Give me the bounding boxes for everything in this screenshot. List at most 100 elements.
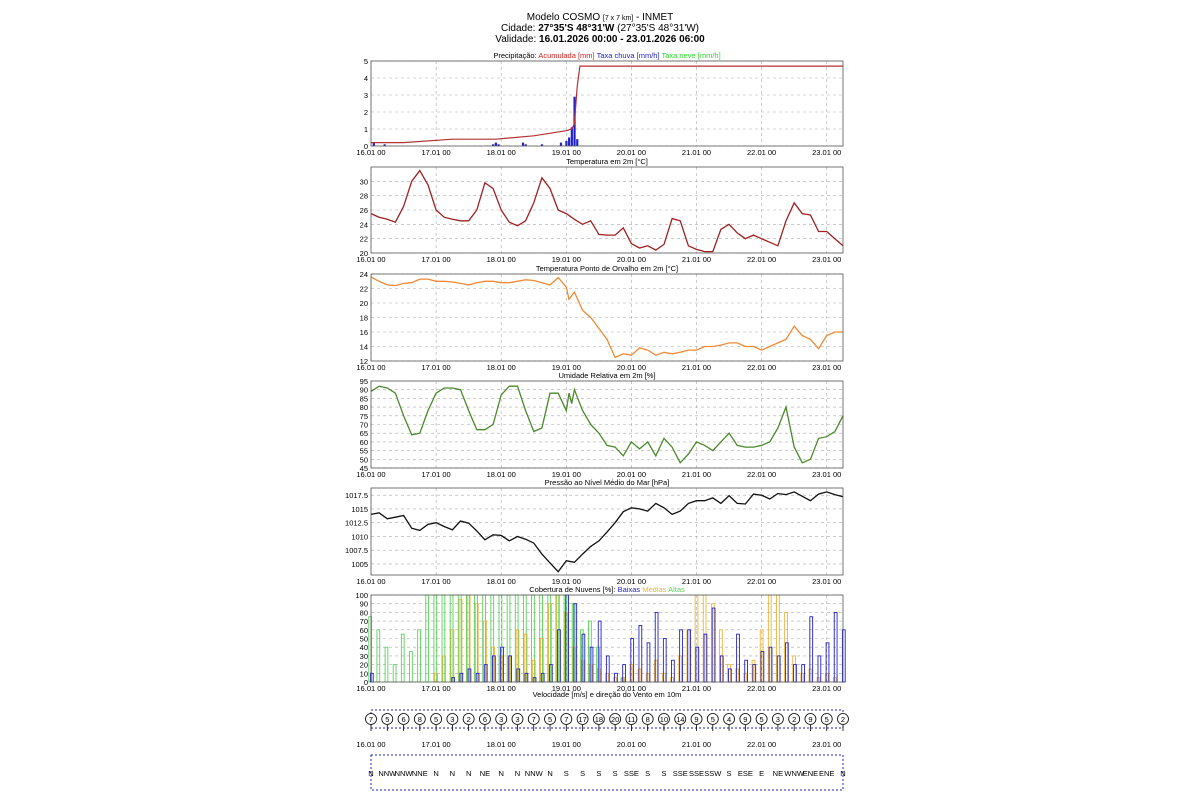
- wind-speed-circle: [641, 713, 654, 725]
- wind-speed-value: 6: [483, 715, 487, 724]
- wind-speed-value: 5: [434, 715, 438, 724]
- y-tick-label: 100: [355, 591, 368, 600]
- wind-direction: SSW: [704, 769, 722, 778]
- wind-speed-value: 3: [499, 715, 503, 724]
- rain-rate-bar: [372, 142, 375, 146]
- wind-speed-value: 7: [532, 715, 536, 724]
- wind-speed-value: 6: [401, 715, 405, 724]
- y-tick-label: 1015: [351, 505, 368, 514]
- x-tick-label: 17.01 00: [422, 255, 451, 264]
- y-tick-label: 26: [360, 206, 368, 215]
- wind-speed-circle: [804, 713, 817, 725]
- validity-range: 16.01.2026 00:00 - 23.01.2026 06:00: [539, 34, 705, 45]
- wind-direction: S: [613, 769, 618, 778]
- wind-speed-circle: [446, 713, 459, 725]
- wind-direction: S: [564, 769, 569, 778]
- x-tick-label: 18.01 00: [487, 255, 516, 264]
- wind-direction: N: [368, 769, 373, 778]
- plot-frame: [370, 380, 844, 469]
- x-tick-label: 16.01 00: [356, 470, 385, 479]
- wind-direction: ENE: [803, 769, 818, 778]
- wind-speed-value: 8: [418, 715, 422, 724]
- panel-temp: 20 22 24 26 28 30 16.01 00 17.01 00 18.01 00 19.0…: [356, 157, 844, 264]
- y-tick-label: 0: [364, 142, 368, 151]
- x-tick-label: 22.01 00: [747, 470, 776, 479]
- x-tick-label: 19.01 00: [552, 740, 581, 749]
- wind-direction: N: [498, 769, 503, 778]
- x-tick-label: 17.01 00: [422, 470, 451, 479]
- wind-speed-value: 5: [760, 715, 764, 724]
- y-tick-label: 4: [364, 74, 368, 83]
- y-tick-label: 90: [360, 386, 368, 395]
- y-tick-label: 24: [360, 270, 368, 279]
- y-tick-label: 1012.5: [345, 519, 368, 528]
- wind-direction: ESE: [738, 769, 753, 778]
- plot-frame: [370, 487, 844, 576]
- x-tick-label: 16.01 00: [356, 684, 385, 693]
- city-label: Cidade:: [500, 23, 539, 34]
- y-tick-label: 80: [360, 608, 368, 617]
- y-tick-label: 65: [360, 429, 368, 438]
- wind-speed-circle: [560, 713, 573, 725]
- y-tick-label: 14: [360, 343, 368, 352]
- wind-direction: NE: [773, 769, 783, 778]
- x-tick-label: 20.01 00: [617, 255, 646, 264]
- rain-rate-bar: [494, 142, 497, 146]
- wind-direction: N: [450, 769, 455, 778]
- wind-speed-value: 11: [628, 715, 636, 724]
- rain-rate-bar: [570, 127, 573, 146]
- x-tick-label: 22.01 00: [747, 363, 776, 372]
- wind-direction: S: [580, 769, 585, 778]
- x-tick-label: 19.01 00: [552, 577, 581, 586]
- legend-entry: Baixas: [618, 585, 641, 594]
- wind-speed-value: 7: [564, 715, 568, 724]
- city-coords: 27°35'S 48°31'W: [538, 23, 615, 34]
- panel-title: Temperatura Ponto de Orvalho em 2m [°C]: [536, 264, 678, 273]
- panel-title: Cobertura de Nuvens [%]: Baixas Médias A…: [529, 585, 685, 594]
- x-tick-label: 23.01 00: [812, 684, 841, 693]
- y-tick-label: 0: [364, 678, 368, 687]
- wind-speed-circle: [430, 713, 443, 725]
- y-tick-label: 10: [360, 669, 368, 678]
- x-tick-label: 16.01 00: [356, 255, 385, 264]
- wind-speed-value: 9: [743, 715, 747, 724]
- wind-direction: NNW: [395, 769, 414, 778]
- wind-direction: S: [596, 769, 601, 778]
- y-tick-label: 55: [360, 447, 368, 456]
- panel-title: Velocidade [m/s] e direção do Vento em 1…: [533, 690, 682, 699]
- x-tick-label: 21.01 00: [682, 363, 711, 372]
- x-tick-label: 17.01 00: [422, 684, 451, 693]
- wind-speed-value: 5: [548, 715, 552, 724]
- rain-rate-bar: [559, 142, 563, 146]
- rain-rate-bar: [524, 144, 527, 146]
- x-tick-label: 20.01 00: [617, 148, 646, 157]
- x-tick-label: 22.01 00: [747, 684, 776, 693]
- validity-label: Validade:: [495, 34, 540, 45]
- cloud-bar-baixas: [841, 629, 846, 683]
- y-tick-label: 20: [360, 661, 368, 670]
- wind-speed-circle: [788, 713, 801, 725]
- wind-direction: NNE: [412, 769, 428, 778]
- x-tick-label: 16.01 00: [356, 363, 385, 372]
- y-tick-label: 45: [360, 464, 368, 473]
- plot-area: [371, 61, 843, 146]
- y-tick-label: 70: [360, 421, 368, 430]
- wind-direction: S: [661, 769, 666, 778]
- panel-title: Pressão ao Nível Médio do Mar [hPa]: [545, 478, 670, 487]
- y-tick-label: 28: [360, 192, 368, 201]
- x-tick-label: 19.01 00: [552, 363, 581, 372]
- title-prefix: Cobertura de Nuvens [%]:: [529, 585, 617, 594]
- wind-speed-value: 2: [467, 715, 471, 724]
- y-tick-label: 60: [360, 626, 368, 635]
- y-tick-label: 1007.5: [345, 546, 368, 555]
- legend-entry: Médias: [640, 585, 667, 594]
- rain-rate-bar: [565, 140, 568, 146]
- wind-direction: SSE: [673, 769, 688, 778]
- wind-direction-box: [370, 754, 844, 791]
- y-tick-label: 24: [360, 220, 368, 229]
- wind-speed-value: 9: [808, 715, 812, 724]
- model-name: Modelo COSMO: [526, 12, 603, 23]
- y-tick-label: 16: [360, 328, 368, 337]
- wind-speed-value: 5: [825, 715, 829, 724]
- series-line: [370, 169, 844, 253]
